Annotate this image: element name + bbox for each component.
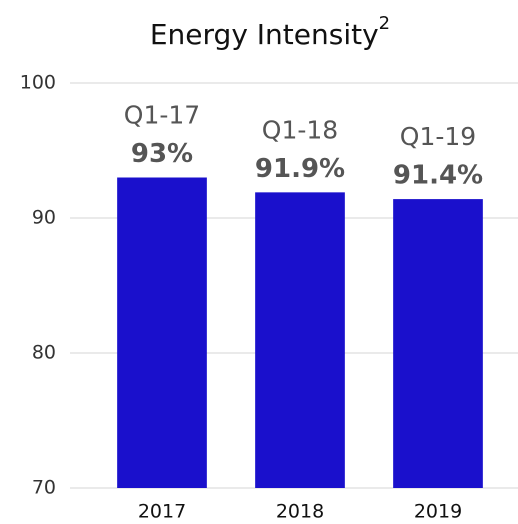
annotation: Q1-19 <box>400 122 476 151</box>
y-tick-label: 70 <box>32 477 56 499</box>
bar <box>117 177 207 488</box>
value-label: 93% <box>131 139 193 169</box>
y-tick-label: 90 <box>32 207 56 229</box>
x-tick-label: 2019 <box>414 501 462 523</box>
annotation: Q1-18 <box>262 115 338 144</box>
x-tick-label: 2018 <box>276 501 324 523</box>
title-main: Energy Intensity <box>150 18 379 51</box>
x-tick-label: 2017 <box>138 501 186 523</box>
y-tick-label: 80 <box>32 342 56 364</box>
bar <box>255 192 345 488</box>
bar <box>393 199 483 488</box>
title-superscript: 2 <box>379 13 390 34</box>
annotation: Q1-17 <box>124 101 200 130</box>
chart-title: Energy Intensity2 <box>150 13 390 51</box>
value-label: 91.4% <box>393 161 483 191</box>
value-label: 91.9% <box>255 154 345 184</box>
y-tick-label: 100 <box>20 72 56 94</box>
